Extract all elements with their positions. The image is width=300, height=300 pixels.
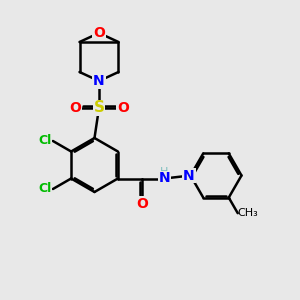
Text: N: N <box>183 169 195 182</box>
Text: CH₃: CH₃ <box>238 208 259 218</box>
Text: O: O <box>93 26 105 40</box>
Text: Cl: Cl <box>38 182 51 196</box>
Text: N: N <box>93 74 105 88</box>
Text: O: O <box>69 101 81 115</box>
Text: Cl: Cl <box>38 134 51 148</box>
Text: S: S <box>94 100 104 116</box>
Text: O: O <box>136 197 148 211</box>
Text: O: O <box>117 101 129 115</box>
Text: H: H <box>160 167 169 177</box>
Text: N: N <box>159 172 170 185</box>
